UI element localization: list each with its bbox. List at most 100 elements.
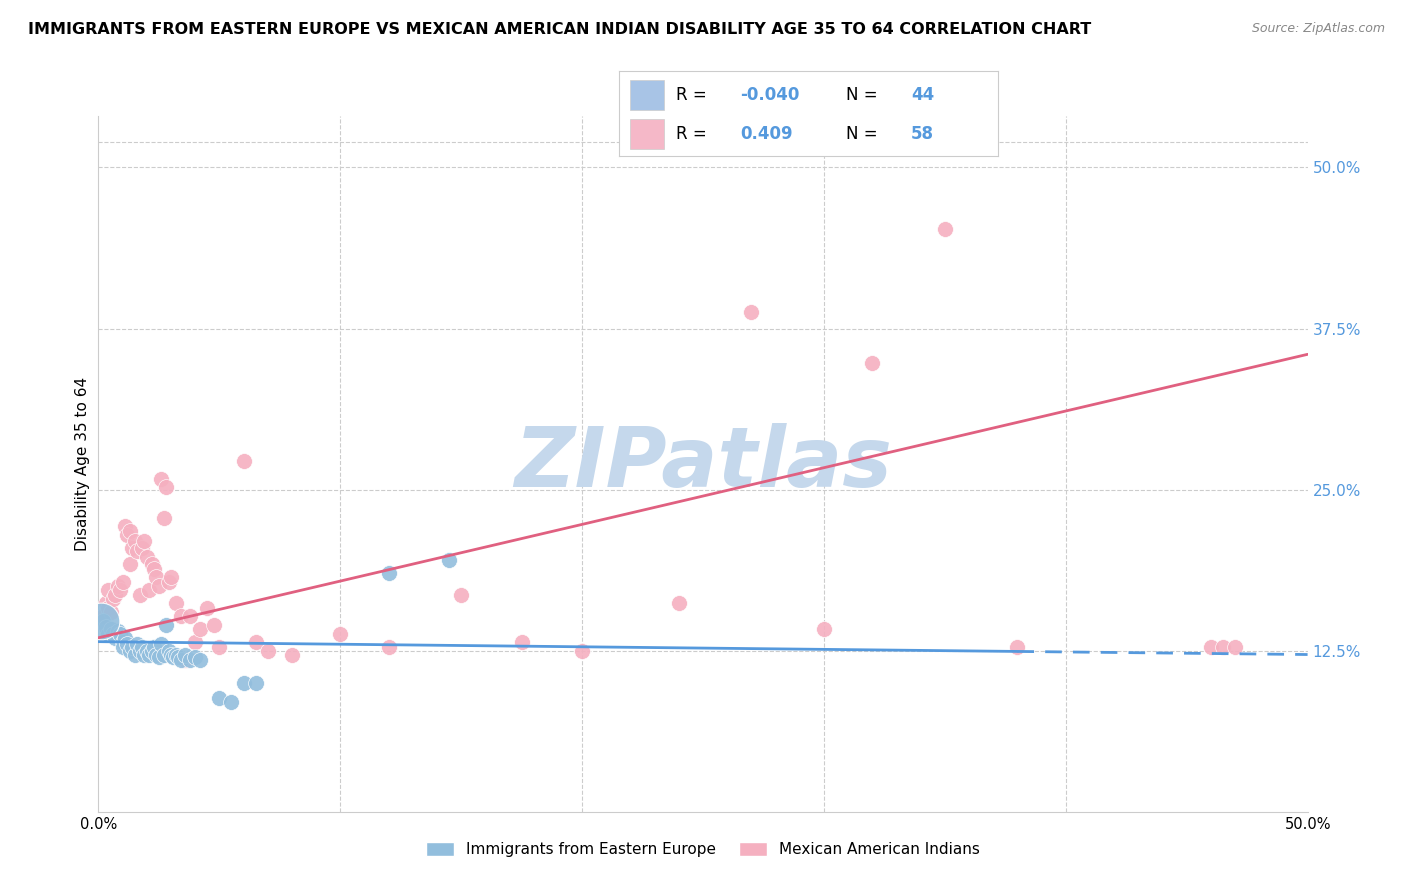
Point bbox=[141, 558, 163, 572]
Point bbox=[377, 640, 399, 654]
Point bbox=[111, 640, 134, 654]
Point bbox=[145, 570, 167, 584]
Y-axis label: Disability Age 35 to 64: Disability Age 35 to 64 bbox=[75, 376, 90, 551]
FancyBboxPatch shape bbox=[630, 119, 664, 149]
Point bbox=[1199, 640, 1222, 654]
Point bbox=[148, 579, 170, 593]
Point bbox=[141, 643, 163, 657]
Point bbox=[107, 579, 129, 593]
Point bbox=[97, 601, 120, 615]
Point bbox=[134, 648, 156, 662]
Point bbox=[90, 614, 112, 628]
Point bbox=[127, 637, 149, 651]
Text: 44: 44 bbox=[911, 87, 934, 104]
Point bbox=[152, 511, 174, 525]
Point bbox=[174, 653, 197, 667]
Point bbox=[128, 588, 150, 602]
Point bbox=[114, 518, 136, 533]
Point bbox=[100, 622, 122, 636]
Point bbox=[107, 624, 129, 639]
Text: N =: N = bbox=[846, 87, 883, 104]
Point bbox=[155, 480, 177, 494]
Point bbox=[329, 627, 352, 641]
Point bbox=[117, 637, 139, 651]
Point bbox=[150, 472, 173, 486]
Point bbox=[152, 648, 174, 662]
Point bbox=[150, 637, 173, 651]
Point bbox=[118, 524, 141, 538]
Point bbox=[124, 648, 146, 662]
Point bbox=[114, 631, 136, 645]
Point bbox=[94, 596, 117, 610]
Point bbox=[135, 643, 157, 657]
Point bbox=[188, 653, 211, 667]
Point bbox=[167, 650, 190, 665]
Point bbox=[111, 575, 134, 590]
Point bbox=[208, 640, 231, 654]
Point bbox=[1212, 640, 1234, 654]
Point bbox=[204, 618, 226, 632]
Point bbox=[165, 596, 187, 610]
Text: 0.409: 0.409 bbox=[740, 125, 793, 143]
Text: 58: 58 bbox=[911, 125, 934, 143]
Point bbox=[208, 691, 231, 706]
Point bbox=[131, 640, 153, 654]
Point bbox=[1007, 640, 1029, 654]
Point bbox=[100, 605, 122, 619]
Point bbox=[148, 650, 170, 665]
Point bbox=[118, 558, 141, 572]
Point bbox=[245, 634, 267, 648]
Text: IMMIGRANTS FROM EASTERN EUROPE VS MEXICAN AMERICAN INDIAN DISABILITY AGE 35 TO 6: IMMIGRANTS FROM EASTERN EUROPE VS MEXICA… bbox=[28, 22, 1091, 37]
Point bbox=[160, 570, 183, 584]
Point bbox=[245, 676, 267, 690]
Point bbox=[117, 527, 139, 541]
Text: N =: N = bbox=[846, 125, 883, 143]
Point bbox=[145, 648, 167, 662]
Point bbox=[377, 566, 399, 581]
Point bbox=[97, 627, 120, 641]
Point bbox=[143, 640, 166, 654]
Point bbox=[169, 653, 191, 667]
Point bbox=[437, 553, 460, 567]
Point bbox=[571, 643, 593, 657]
Point bbox=[668, 596, 690, 610]
Point bbox=[221, 695, 243, 709]
Point bbox=[169, 608, 191, 623]
Point bbox=[934, 222, 956, 236]
Point bbox=[450, 588, 472, 602]
Point bbox=[740, 305, 762, 319]
Point bbox=[118, 643, 141, 657]
Legend: Immigrants from Eastern Europe, Mexican American Indians: Immigrants from Eastern Europe, Mexican … bbox=[420, 836, 986, 863]
Point bbox=[134, 534, 156, 549]
Point bbox=[91, 608, 114, 623]
Point bbox=[1223, 640, 1246, 654]
Point bbox=[127, 544, 149, 558]
Point bbox=[91, 614, 114, 628]
Point bbox=[135, 549, 157, 564]
Text: R =: R = bbox=[675, 125, 711, 143]
Point bbox=[232, 676, 254, 690]
Point bbox=[108, 583, 131, 598]
Point bbox=[143, 562, 166, 576]
Text: ZIPatlas: ZIPatlas bbox=[515, 424, 891, 504]
Point bbox=[101, 627, 124, 641]
Point bbox=[232, 454, 254, 468]
Point bbox=[860, 356, 883, 370]
Point bbox=[179, 653, 201, 667]
Point bbox=[256, 643, 278, 657]
Point bbox=[157, 643, 180, 657]
Point bbox=[104, 631, 127, 645]
Point bbox=[138, 648, 160, 662]
Point bbox=[131, 541, 153, 555]
Point bbox=[281, 648, 304, 662]
Point bbox=[108, 627, 131, 641]
Point bbox=[104, 588, 127, 602]
Point bbox=[184, 634, 207, 648]
Point bbox=[184, 650, 207, 665]
Point bbox=[162, 650, 184, 665]
Point bbox=[179, 608, 201, 623]
Point bbox=[111, 634, 134, 648]
Point bbox=[138, 583, 160, 598]
Point bbox=[510, 634, 533, 648]
Point bbox=[155, 618, 177, 632]
